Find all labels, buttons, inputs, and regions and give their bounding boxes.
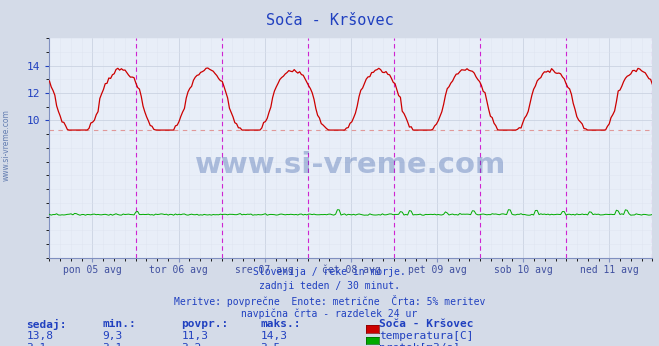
Text: 13,8: 13,8 [26, 331, 53, 342]
Text: min.:: min.: [102, 319, 136, 329]
Text: 3,1: 3,1 [102, 343, 123, 346]
Text: 3,1: 3,1 [26, 343, 47, 346]
Text: Meritve: povprečne  Enote: metrične  Črta: 5% meritev: Meritve: povprečne Enote: metrične Črta:… [174, 295, 485, 307]
Text: 3,5: 3,5 [260, 343, 281, 346]
Text: 3,2: 3,2 [181, 343, 202, 346]
Text: maks.:: maks.: [260, 319, 301, 329]
Text: sedaj:: sedaj: [26, 319, 67, 330]
Text: zadnji teden / 30 minut.: zadnji teden / 30 minut. [259, 281, 400, 291]
Text: 9,3: 9,3 [102, 331, 123, 342]
Text: 11,3: 11,3 [181, 331, 208, 342]
Text: pretok[m3/s]: pretok[m3/s] [379, 343, 460, 346]
Text: Soča - Kršovec: Soča - Kršovec [379, 319, 473, 329]
Text: www.si-vreme.com: www.si-vreme.com [195, 152, 507, 180]
Text: povpr.:: povpr.: [181, 319, 229, 329]
Text: navpična črta - razdelek 24 ur: navpična črta - razdelek 24 ur [241, 309, 418, 319]
Text: www.si-vreme.com: www.si-vreme.com [2, 109, 11, 181]
Text: 14,3: 14,3 [260, 331, 287, 342]
Text: Soča - Kršovec: Soča - Kršovec [266, 13, 393, 28]
Text: Slovenija / reke in morje.: Slovenija / reke in morje. [253, 267, 406, 277]
Text: temperatura[C]: temperatura[C] [379, 331, 473, 342]
